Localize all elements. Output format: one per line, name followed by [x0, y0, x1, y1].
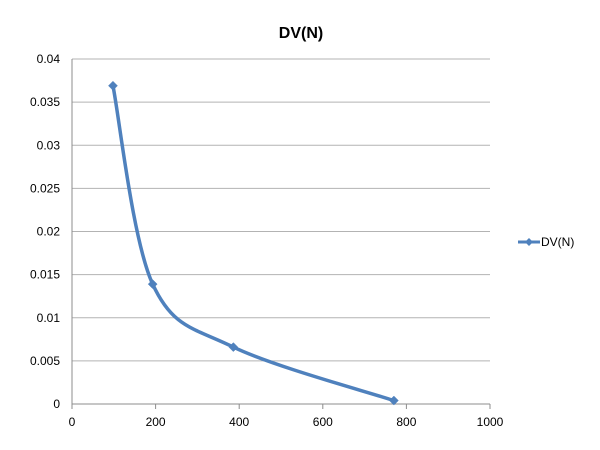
- y-axis-ticks: 0 0.005 0.01 0.015 0.02 0.025 0.03 0.035 0.04: [30, 52, 60, 411]
- y-tick-label: 0.01: [37, 311, 61, 325]
- x-tick-label: 0: [69, 415, 76, 429]
- x-tick-label: 400: [229, 415, 249, 429]
- y-tick-label: 0.035: [30, 95, 60, 109]
- data-point-marker: [389, 395, 399, 406]
- x-tick-label: 200: [146, 415, 166, 429]
- series-line: [111, 83, 396, 403]
- x-tick-label: 800: [396, 415, 416, 429]
- data-point-marker: [228, 342, 239, 352]
- axes: [71, 59, 490, 405]
- legend: DV(N): [518, 235, 574, 249]
- series-group: [108, 80, 399, 406]
- data-point-marker: [147, 279, 158, 289]
- x-axis-ticks: 0 200 400 600 800 1000: [69, 404, 504, 429]
- x-tick-label: 600: [313, 415, 333, 429]
- legend-marker: [525, 238, 533, 246]
- y-tick-label: 0.02: [37, 225, 61, 239]
- y-tick-label: 0.04: [37, 52, 61, 66]
- y-tick-label: 0.03: [37, 138, 61, 152]
- y-tick-label: 0: [53, 397, 60, 411]
- legend-label: DV(N): [541, 235, 574, 249]
- x-tick-label: 1000: [477, 415, 504, 429]
- grid-lines: [72, 58, 490, 362]
- data-point-marker: [108, 80, 118, 91]
- y-tick-label: 0.005: [30, 354, 60, 368]
- y-tick-label: 0.025: [30, 181, 60, 195]
- chart-title: DV(N): [279, 25, 323, 42]
- y-tick-label: 0.015: [30, 268, 60, 282]
